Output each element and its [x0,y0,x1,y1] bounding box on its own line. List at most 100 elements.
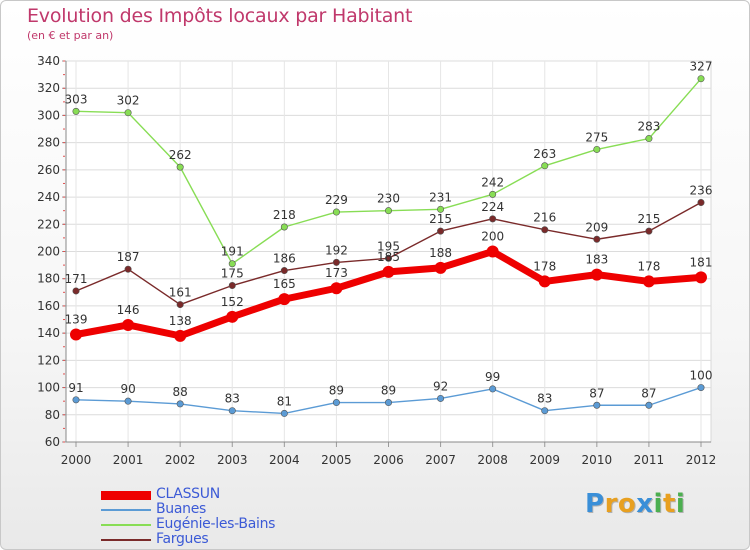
legend-item: Buanes [101,501,361,517]
data-label: 188 [429,246,452,260]
data-point [541,407,549,415]
x-tick-label: 2007 [425,453,456,467]
data-label: 91 [68,381,83,395]
data-point [541,162,549,170]
data-point [72,107,80,115]
data-label: 302 [117,94,140,108]
data-point [278,293,291,306]
data-label: 242 [481,175,504,189]
y-tick-label: 160 [37,299,60,313]
data-point [590,268,603,281]
proxiti-logo: Proxiti [585,489,685,519]
data-point [489,190,497,198]
data-label: 87 [641,386,656,400]
data-label: 83 [225,392,240,406]
data-label: 178 [533,259,556,273]
data-point [384,399,392,407]
data-point [382,265,395,278]
data-point [645,401,653,409]
data-label: 263 [533,147,556,161]
legend-swatch [101,490,151,500]
data-point [72,287,80,295]
data-point [124,109,132,117]
x-tick-label: 2003 [217,453,248,467]
y-tick-label: 220 [37,217,60,231]
data-label: 89 [381,384,396,398]
data-point [697,75,705,83]
x-tick-label: 2002 [165,453,196,467]
data-point [486,245,499,258]
data-point [332,258,340,266]
data-point [695,271,707,284]
data-point [437,227,445,235]
data-point [332,208,340,216]
x-tick-label: 2008 [477,453,508,467]
data-label: 191 [221,245,244,259]
x-tick-label: 2004 [269,453,300,467]
y-tick-label: 180 [37,272,60,286]
data-point [645,135,653,143]
chart-legend: CLASSUN Buanes Eugénie-les-Bains Fargues [101,486,361,547]
x-tick-label: 2010 [582,453,613,467]
data-label: 275 [585,130,608,144]
legend-label: Fargues [156,531,209,547]
legend-swatch [101,524,151,526]
data-label: 195 [377,239,400,253]
data-label: 92 [433,379,448,393]
x-tick-label: 2009 [529,453,560,467]
y-tick-label: 240 [37,190,60,204]
chart-title: Evolution des Impôts locaux par Habitant [27,5,413,27]
y-tick-label: 60 [45,435,60,449]
legend-item: Fargues [101,531,361,547]
data-point [697,199,705,207]
data-label: 165 [273,277,296,291]
data-label: 185 [377,250,400,264]
data-point [330,282,343,295]
chart-subtitle: (en € et par an) [27,29,114,42]
y-tick-label: 300 [37,108,60,122]
logo-letter: P [585,489,605,519]
data-point [280,267,288,275]
data-label: 146 [117,303,140,317]
y-tick-label: 200 [37,245,60,259]
data-point [593,401,601,409]
y-tick-label: 120 [37,353,60,367]
x-tick-label: 2011 [634,453,665,467]
data-label: 186 [273,252,296,266]
data-label: 161 [169,286,192,300]
data-point [174,329,187,342]
data-point [384,254,392,262]
data-label: 229 [325,193,348,207]
logo-letter: i [675,489,686,519]
y-tick-label: 140 [37,326,60,340]
data-label: 175 [221,267,244,281]
data-point [384,207,392,215]
data-point [437,394,445,402]
data-label: 183 [585,253,608,267]
data-label: 215 [429,212,452,226]
data-point [122,318,135,331]
data-label: 192 [325,243,348,257]
data-label: 187 [117,250,140,264]
data-label: 200 [481,230,504,244]
y-tick-label: 100 [37,381,60,395]
legend-swatch [101,509,151,511]
data-point [228,260,236,268]
data-point [72,396,80,404]
data-label: 81 [277,394,292,408]
data-label: 88 [173,385,188,399]
data-label: 327 [690,60,713,74]
data-label: 99 [485,370,500,384]
logo-letter: i [653,489,663,519]
data-point [489,215,497,223]
data-point [538,275,551,288]
data-point [226,310,239,323]
y-tick-label: 80 [45,408,60,422]
logo-letter: x [636,489,654,519]
legend-item: Eugénie-les-Bains [101,516,361,532]
data-label: 303 [65,92,88,106]
data-point [228,282,236,290]
data-point [176,163,184,171]
